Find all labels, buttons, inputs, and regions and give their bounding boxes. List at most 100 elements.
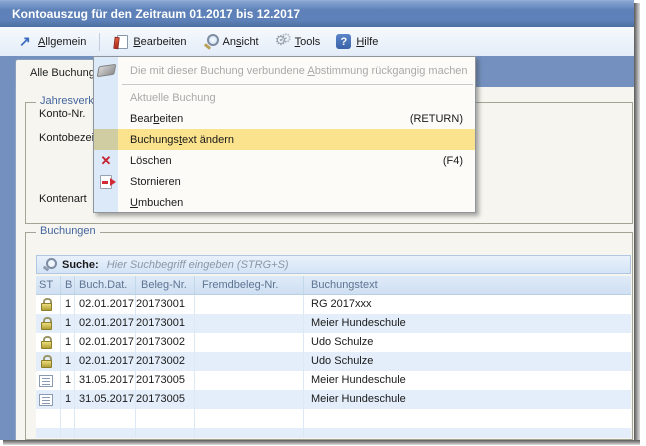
label-text: bstimmung rückgangig machen [314,64,468,77]
cell-buchdat [75,409,136,428]
cell-fremdbelegnr [195,428,304,438]
column-header-st[interactable]: ST [36,276,61,294]
menubar-item-tools[interactable]: Tools [267,31,329,52]
menu-item-abstimmung-rueckgaengig: Die mit dieser Buchung verbundene Abstim… [94,59,475,82]
eraser-icon [96,63,116,78]
table-body: 1 02.01.2017 20173001 RG 2017xxx 1 02.01.2017… [36,295,631,438]
lock-icon [41,298,53,311]
label-key: t [178,133,182,146]
menu-item-icon-slot [94,129,118,150]
cell-buchdat: 02.01.2017 [75,295,136,314]
cell-buchdat: 02.01.2017 [75,333,136,352]
cell-buchungstext: Udo Schulze [311,336,374,348]
menu-item-label: Bearbeiten [130,113,183,125]
label-key: U [130,196,138,209]
menubar-separator [99,32,101,51]
cell-fremdbelegnr [195,409,304,428]
label-key: B [133,35,141,48]
label-text: ilfe [364,35,379,48]
label-text: llgemein [45,35,87,48]
label-text: Buchungs [130,133,179,146]
menubar-item-ansicht[interactable]: Ansicht [195,31,267,52]
group-label: Buchungen [36,225,100,237]
table-row[interactable]: 1 02.01.2017 20173002 Udo Schulze [36,352,631,371]
cell-buchdat: 31.05.2017 [75,390,136,409]
cell-buchungstext: Meier Hundeschule [311,317,406,329]
label-key: A [38,35,46,48]
cell-buchungstext: Meier Hundeschule [311,393,406,405]
lock-icon [41,317,53,330]
magnifier-icon [203,34,219,49]
cell-buchungstext: Meier Hundeschule [311,374,406,386]
table-row[interactable] [36,428,631,438]
cell-fremdbelegnr [195,390,304,409]
help-icon [336,34,352,49]
context-menu-items: Die mit dieser Buchung verbundene Abstim… [94,57,475,213]
label-text: An [222,35,236,48]
label-text: Aktuelle Buchung [130,91,216,104]
column-header-fremdbeleg[interactable]: Fremdbeleg-Nr. [195,276,304,294]
menubar-item-bearbeiten[interactable]: Bearbeiten [105,31,194,52]
cell-st [36,352,61,371]
window-shadow [3,440,640,445]
menubar-item-label: Bearbeiten [133,36,186,48]
title-bar: Kontoauszug für den Zeitraum 01.2017 bis… [0,0,634,27]
menu-item-icon-slot [94,171,118,192]
table-row[interactable]: 1 02.01.2017 20173001 Meier Hundeschule [36,314,631,333]
menubar-item-label: Hilfe [356,36,378,48]
menubar-item-label: Ansicht [223,36,259,48]
menu-item-bearbeiten[interactable]: Bearbeiten (RETURN) [94,108,475,129]
label-key: T [294,35,301,48]
cell-belegnr: 20173005 [136,390,195,409]
label-text: mbuchen [137,196,184,209]
menu-item-umbuchen[interactable]: Umbuchen [94,192,475,213]
cell-fremdbelegnr [195,333,304,352]
column-header-belegnr[interactable]: Beleg-Nr. [136,276,195,294]
cell-buchdat: 31.05.2017 [75,371,136,390]
menubar-item-allgemein[interactable]: Allgemein [10,31,94,52]
search-label: Suche: [62,258,99,271]
cell-fremdbelegnr [195,352,304,371]
table-row[interactable]: 1 31.05.2017 20173005 Meier Hundeschule [36,390,631,409]
column-header-buchdat[interactable]: Buch.Dat. [75,276,136,294]
label-key: A [307,64,315,77]
page-title: Kontoauszug für den Zeitraum 01.2017 bis… [12,7,301,21]
cell-st [36,390,61,409]
label-key: s [236,35,242,48]
menu-item-buchungstext-aendern[interactable]: Buchungstext ändern [94,129,475,150]
menu-item-stornieren[interactable]: Stornieren [94,171,475,192]
cell-belegnr: 20173002 [136,352,195,371]
label-text: Stornieren [130,175,181,188]
table-header-row: ST B Buch.Dat. Beleg-Nr. Fremdbeleg-Nr. … [36,276,631,295]
table-row[interactable] [36,409,631,428]
label-key: b [153,112,160,125]
cell-belegnr: 20173001 [136,295,195,314]
menu-item-icon-slot [94,59,118,82]
label-text: Bear [130,112,154,125]
menu-item-label: Stornieren [130,176,181,188]
menu-item-loeschen[interactable]: Löschen (F4) [94,150,475,171]
table-row[interactable]: 1 02.01.2017 20173002 Udo Schulze [36,333,631,352]
gears-icon [275,32,290,49]
column-header-b[interactable]: B [61,276,75,294]
menubar-item-hilfe[interactable]: Hilfe [328,31,386,52]
cell-st [36,314,61,333]
menu-item-label: Löschen [130,155,172,167]
column-header-buchungstext[interactable]: Buchungstext [311,279,378,291]
table-row[interactable]: 1 02.01.2017 20173001 RG 2017xxx [36,295,631,314]
menu-bar: Allgemein Bearbeiten Ansicht Tools Hilfe [0,27,634,56]
group-buchungen: Buchungen Suche: Hier Suchbegriff eingeb… [25,225,633,440]
table-row[interactable]: 1 31.05.2017 20173005 Meier Hundeschule [36,371,631,390]
menu-separator [122,84,473,85]
label-text: ools [300,35,321,48]
cell-buchungstext [304,409,631,428]
cell-st [36,295,61,314]
search-icon [42,258,57,271]
search-input[interactable]: Suche: Hier Suchbegriff eingeben (STRG+S… [36,255,631,274]
cell-b [61,409,75,428]
edit-doc-icon [113,34,129,49]
menubar-item-label: Tools [295,36,321,48]
x-icon [101,153,112,169]
label-text: eiten [159,112,184,125]
label-text: icht [241,35,259,48]
